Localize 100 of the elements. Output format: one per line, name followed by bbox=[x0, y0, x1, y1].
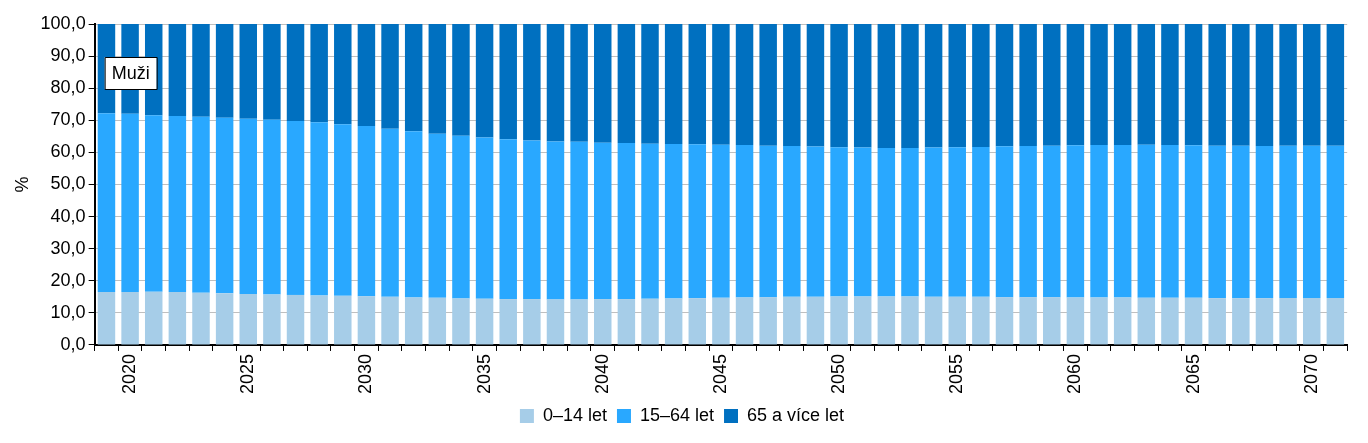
bar bbox=[948, 147, 966, 297]
bar bbox=[972, 24, 990, 147]
bar bbox=[688, 298, 707, 345]
bar bbox=[1113, 24, 1132, 145]
bar bbox=[783, 145, 801, 297]
bar bbox=[1326, 145, 1345, 299]
bar bbox=[712, 297, 730, 345]
bar bbox=[617, 24, 636, 144]
bar bbox=[263, 294, 281, 345]
bar bbox=[712, 144, 730, 298]
bar bbox=[1326, 298, 1345, 345]
bar bbox=[1137, 297, 1156, 345]
bar bbox=[1066, 297, 1085, 345]
bar bbox=[1255, 298, 1274, 345]
bar bbox=[404, 297, 423, 345]
y-tick-label: 10,0 bbox=[50, 301, 86, 322]
bar bbox=[1161, 297, 1179, 345]
bar bbox=[570, 299, 588, 345]
x-tick-label: 2070 bbox=[1300, 353, 1321, 394]
bar bbox=[334, 124, 352, 296]
bar bbox=[924, 24, 943, 148]
bar bbox=[1279, 298, 1297, 345]
bar bbox=[617, 299, 636, 345]
bar bbox=[901, 24, 919, 148]
bar bbox=[239, 118, 257, 294]
bar bbox=[121, 292, 139, 345]
bar bbox=[286, 120, 305, 295]
bar bbox=[452, 298, 470, 345]
x-tick-label: 2020 bbox=[119, 353, 140, 394]
bar bbox=[475, 24, 494, 138]
bar bbox=[1208, 145, 1226, 299]
bar bbox=[1184, 297, 1203, 345]
bar bbox=[381, 296, 399, 345]
bar bbox=[783, 296, 801, 345]
x-tick-label: 2065 bbox=[1182, 353, 1203, 394]
bar bbox=[1208, 24, 1226, 146]
legend-label: 15–64 let bbox=[639, 404, 715, 425]
legend-label: 65 a více let bbox=[747, 404, 845, 425]
bar bbox=[404, 24, 423, 132]
bar bbox=[995, 24, 1014, 147]
bar bbox=[215, 117, 234, 294]
bar bbox=[334, 295, 352, 345]
bar bbox=[1090, 297, 1108, 345]
bar bbox=[995, 146, 1014, 298]
bar bbox=[97, 113, 116, 292]
bar bbox=[877, 296, 896, 345]
bar bbox=[263, 119, 281, 295]
bar bbox=[546, 141, 565, 300]
y-axis-title: % bbox=[11, 176, 32, 193]
bar bbox=[783, 24, 801, 146]
bar bbox=[1137, 24, 1156, 145]
x-tick-label: 2035 bbox=[473, 353, 494, 394]
bar bbox=[924, 147, 943, 297]
y-tick-label: 80,0 bbox=[50, 77, 86, 98]
bar bbox=[452, 135, 470, 299]
bar bbox=[830, 296, 848, 345]
bar bbox=[901, 296, 919, 345]
bar bbox=[168, 116, 187, 292]
bar bbox=[475, 137, 494, 299]
bar bbox=[192, 24, 210, 117]
bar bbox=[995, 297, 1014, 345]
bar bbox=[168, 292, 187, 345]
bar bbox=[1043, 145, 1061, 298]
bar bbox=[1161, 145, 1179, 298]
bar bbox=[357, 126, 376, 297]
y-tick-label: 0,0 bbox=[60, 333, 86, 354]
x-tick-label: 2040 bbox=[591, 353, 612, 394]
bar bbox=[239, 24, 257, 119]
bar bbox=[286, 24, 305, 121]
y-tick-label: 100,0 bbox=[40, 12, 86, 33]
bar bbox=[641, 298, 659, 345]
x-tick-label: 2045 bbox=[709, 353, 730, 394]
bar bbox=[830, 147, 848, 297]
bar bbox=[948, 24, 966, 148]
bar bbox=[1184, 145, 1203, 298]
bar bbox=[1137, 144, 1156, 298]
bar bbox=[853, 296, 872, 345]
legend-label: 0–14 let bbox=[542, 404, 607, 425]
bar bbox=[452, 24, 470, 136]
bar bbox=[334, 24, 352, 125]
x-tick-label: 2025 bbox=[237, 353, 258, 394]
bar bbox=[144, 115, 163, 292]
bar bbox=[1043, 24, 1061, 146]
bar bbox=[1302, 24, 1321, 146]
bar bbox=[806, 296, 825, 345]
bar bbox=[404, 131, 423, 298]
x-tick-label: 2055 bbox=[946, 353, 967, 394]
bar bbox=[712, 24, 730, 145]
bar bbox=[594, 299, 612, 345]
bar bbox=[853, 24, 872, 148]
bar bbox=[1255, 24, 1274, 146]
y-tick-label: 50,0 bbox=[50, 173, 86, 194]
bar bbox=[830, 24, 848, 148]
bar bbox=[192, 292, 210, 345]
bar bbox=[570, 24, 588, 142]
bar bbox=[688, 144, 707, 299]
bar bbox=[310, 295, 328, 345]
bar bbox=[1279, 145, 1297, 299]
bar bbox=[735, 24, 754, 145]
bar bbox=[972, 146, 990, 297]
